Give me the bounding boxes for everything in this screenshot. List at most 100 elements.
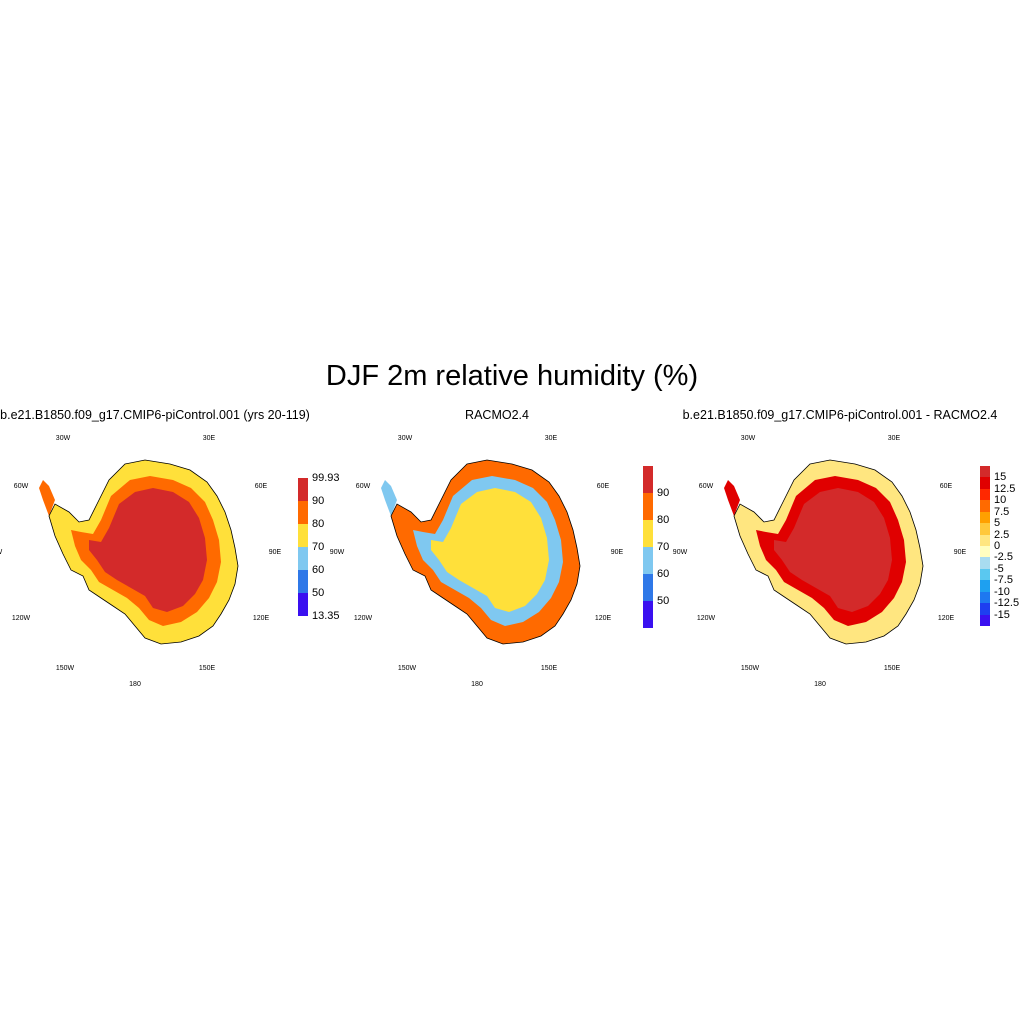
colorbar-swatch	[643, 574, 653, 601]
lon-label-60e: 60E	[597, 483, 610, 490]
lon-label-30w: 30W	[56, 435, 71, 442]
colorbar-swatch	[643, 466, 653, 493]
lon-label-150e: 150E	[199, 665, 216, 672]
colorbar-swatch	[980, 546, 990, 558]
colorbar-tick-label: 13.35	[312, 610, 340, 622]
lon-label-60w: 60W	[14, 483, 29, 490]
colorbar-swatch	[643, 547, 653, 574]
colorbar-tick-label: 50	[312, 587, 325, 599]
lon-label-150e: 150E	[541, 665, 558, 672]
colorbar-tick-label: 70	[657, 541, 670, 553]
lon-label-60w: 60W	[356, 483, 371, 490]
model-peninsula-shading	[39, 480, 55, 516]
colorbar-tick-label: -12.5	[994, 597, 1020, 610]
colorbar-tick-label: 5	[994, 517, 1001, 530]
antarctica-map-racmo: 30W 30E 60W 60E 90W 90E 120W 120E 150W 150E 180	[330, 435, 624, 688]
lon-label-60w: 60W	[699, 483, 714, 490]
colorbar-tick-label: 50	[657, 595, 670, 607]
colorbar-swatch	[643, 601, 653, 628]
diff-coastline	[733, 459, 924, 645]
colorbar-tick-label: 99.93	[312, 472, 340, 484]
colorbar-tick-label: 7.5	[994, 505, 1010, 518]
lon-label-180: 180	[129, 681, 141, 688]
colorbar-tick-label: 80	[312, 518, 325, 530]
racmo-interior-shading	[431, 488, 549, 612]
lon-label-30e: 30E	[888, 435, 901, 442]
colorbar-swatch	[298, 593, 308, 616]
figure-title: DJF 2m relative humidity (%)	[325, 360, 699, 392]
lon-label-90w: 90W	[0, 549, 3, 556]
racmo-coastline	[390, 459, 581, 645]
colorbar-swatch	[980, 466, 990, 478]
colorbar-tick-label: 2.5	[994, 528, 1010, 541]
colorbar-tick-label: 90	[312, 495, 325, 507]
racmo-panel-title: RACMO2.4	[465, 408, 529, 422]
lon-label-90w: 90W	[330, 549, 345, 556]
lon-label-150w: 150W	[398, 665, 417, 672]
colorbar-swatch	[980, 477, 990, 489]
colorbar-swatch	[298, 478, 308, 501]
colorbar-swatch	[980, 488, 990, 501]
colorbar-swatch	[980, 591, 990, 604]
lon-label-30e: 30E	[545, 435, 558, 442]
antarctica-map-diff: 30W 30E 60W 60E 90W 90E 120W 120E 150W 150E 180	[673, 435, 967, 688]
racmo-panel: RACMO2.4 30W 30E 60W 60E 90W 90E 120W 120E 150W 1…	[327, 400, 670, 700]
colorbar-swatch	[980, 557, 990, 569]
lon-label-90w: 90W	[673, 549, 688, 556]
lon-label-120e: 120E	[938, 615, 955, 622]
diff-panel: b.e21.B1850.f09_g17.CMIP6-piControl.001 …	[670, 400, 1019, 700]
colorbar-swatch	[980, 523, 990, 535]
lon-label-180: 180	[471, 681, 483, 688]
lon-label-120e: 120E	[595, 615, 612, 622]
colorbar-swatch	[980, 603, 990, 615]
colorbar-swatch	[980, 580, 990, 592]
lon-label-150w: 150W	[741, 665, 760, 672]
colorbar-swatch	[298, 501, 308, 524]
lon-label-60e: 60E	[255, 483, 268, 490]
colorbar-swatch	[298, 547, 308, 570]
lon-label-90e: 90E	[954, 549, 967, 556]
colorbar-swatch	[298, 570, 308, 593]
colorbar-tick-label: -5	[994, 562, 1004, 575]
colorbar-tick-label: 80	[657, 514, 670, 526]
colorbar-tick-label: -15	[994, 608, 1010, 621]
lon-label-120e: 120E	[253, 615, 270, 622]
colorbar-swatch	[980, 534, 990, 546]
lon-label-180: 180	[814, 681, 826, 688]
colorbar-swatch	[980, 511, 990, 524]
lon-label-150w: 150W	[56, 665, 75, 672]
lon-label-30w: 30W	[741, 435, 756, 442]
lon-label-30w: 30W	[398, 435, 413, 442]
colorbar-swatch	[298, 524, 308, 547]
colorbar-tick-label: -2.5	[994, 551, 1013, 564]
colorbar-swatch	[980, 568, 990, 581]
lon-label-120w: 120W	[354, 615, 373, 622]
colorbar-tick-label: 60	[657, 568, 670, 580]
colorbar-swatch	[980, 614, 990, 626]
model-panel-title: b.e21.B1850.f09_g17.CMIP6-piControl.001 …	[0, 408, 310, 422]
lon-label-60e: 60E	[940, 483, 953, 490]
model-panel: b.e21.B1850.f09_g17.CMIP6-piControl.001 …	[0, 400, 340, 700]
diff-panel-title: b.e21.B1850.f09_g17.CMIP6-piControl.001 …	[682, 408, 998, 422]
colorbar-tick-label: 90	[657, 487, 670, 499]
lon-label-120w: 120W	[697, 615, 716, 622]
lon-label-90e: 90E	[611, 549, 624, 556]
model-interior-shading	[89, 488, 207, 612]
lon-label-120w: 120W	[12, 615, 31, 622]
colorbar-tick-label: 10	[994, 494, 1007, 507]
lon-label-90e: 90E	[269, 549, 282, 556]
colorbar-swatch	[643, 493, 653, 520]
diff-peninsula-shading	[724, 480, 740, 516]
colorbar-tick-label: 60	[312, 564, 325, 576]
colorbar-tick-label: 12.5	[994, 482, 1016, 495]
lon-label-150e: 150E	[884, 665, 901, 672]
colorbar-tick-label: 0	[994, 540, 1001, 552]
colorbar-tick-label: -7.5	[994, 574, 1013, 587]
colorbar-tick-label: -10	[994, 585, 1010, 598]
colorbar-tick-label: 70	[312, 541, 325, 553]
colorbar-swatch	[643, 520, 653, 547]
colorbar-tick-label: 15	[994, 471, 1007, 484]
lon-label-30e: 30E	[203, 435, 216, 442]
colorbar-swatch	[980, 500, 990, 512]
diff-interior-shading	[774, 488, 892, 612]
